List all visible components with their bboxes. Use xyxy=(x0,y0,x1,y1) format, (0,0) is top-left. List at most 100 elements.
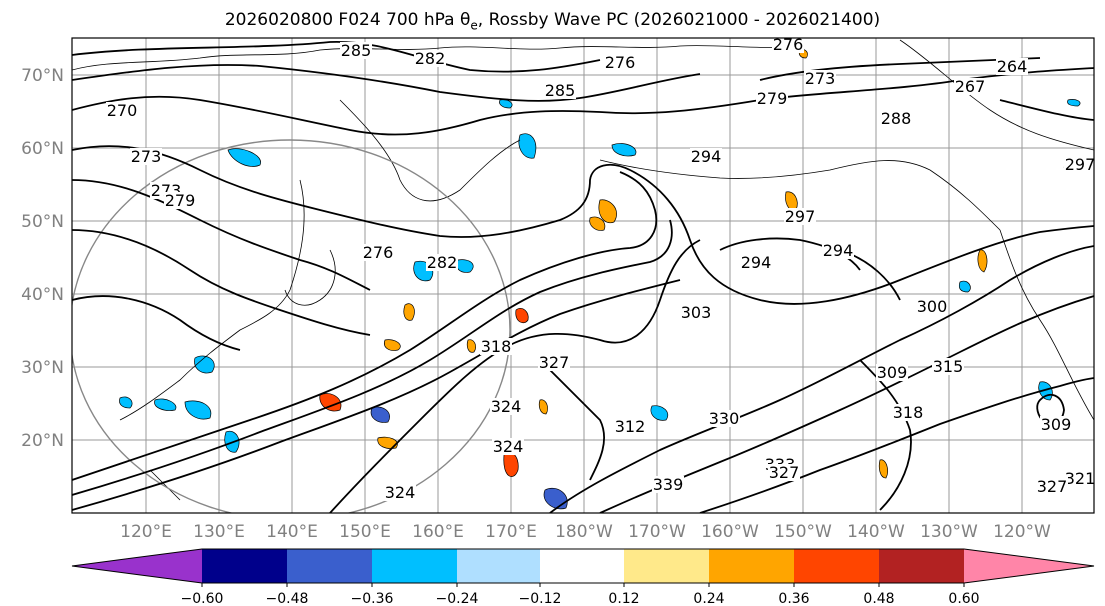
contour-labels: 285 282 276 276 264 267 285 279 273 288 270 273 279 2… xyxy=(106,35,1096,502)
colorbar-tick-label: 0.24 xyxy=(693,591,724,606)
contour-label: 303 xyxy=(681,303,712,322)
colorbar-tick-label: −0.48 xyxy=(266,591,309,606)
contour-label: 285 xyxy=(341,41,372,60)
contour-label: 276 xyxy=(605,53,636,72)
colorbar-segment xyxy=(879,549,964,583)
colorbar-tick-label: −0.36 xyxy=(351,591,394,606)
colorbar-segment xyxy=(709,549,794,583)
colorbar-segment xyxy=(372,549,457,583)
contour-label-bg xyxy=(892,404,924,421)
contour-label-bg xyxy=(1064,156,1094,173)
contour-label-bg xyxy=(756,90,788,107)
contour-label: 276 xyxy=(773,35,804,54)
contour-label-bg xyxy=(954,78,986,95)
latitude-label: 40°N xyxy=(21,285,64,305)
contour-label-bg xyxy=(130,148,162,165)
colorbar-segment xyxy=(624,549,709,583)
contour-label-bg xyxy=(480,338,512,355)
contour-label: 309 xyxy=(877,363,908,382)
longitude-label: 160°W xyxy=(701,522,759,542)
contour-label: 324 xyxy=(385,483,416,502)
contour-label-bg xyxy=(916,298,948,315)
contour-label: 273 xyxy=(805,69,836,88)
contour-label: 327 xyxy=(1037,477,1068,496)
colorbar-tick-label: −0.24 xyxy=(436,591,479,606)
contour-label: 288 xyxy=(881,109,912,128)
contour-label-bg xyxy=(106,102,138,119)
map-area: 285 282 276 276 264 267 285 279 273 288 270 273 279 2… xyxy=(72,35,1096,513)
contour-label-bg xyxy=(164,192,196,209)
longitude-label: 160°E xyxy=(412,522,464,542)
contour-label-bg xyxy=(772,38,804,53)
contour-label: 294 xyxy=(823,241,854,260)
contour-label: 315 xyxy=(933,357,964,376)
colorbar-tick-label: 0.60 xyxy=(948,591,979,606)
contour-label: 327 xyxy=(769,463,800,482)
latitude-labels: 70°N 60°N 50°N 40°N 30°N 20°N xyxy=(21,66,64,451)
colorbar-segment xyxy=(457,549,540,583)
contour-label-bg xyxy=(822,242,854,259)
map-frame xyxy=(71,37,1095,514)
contour-label-bg xyxy=(996,58,1028,75)
longitude-label: 140°W xyxy=(847,522,905,542)
contour-label-bg xyxy=(1040,416,1072,433)
longitude-label: 120°E xyxy=(120,522,172,542)
colorbar-segment xyxy=(287,549,372,583)
colorbar-segment xyxy=(72,549,202,583)
contour-label: 324 xyxy=(491,397,522,416)
colorbar-segment xyxy=(202,549,287,583)
latitude-label: 50°N xyxy=(21,212,64,232)
latitude-label: 20°N xyxy=(21,431,64,451)
contour-label: 300 xyxy=(917,297,948,316)
contour-label: 285 xyxy=(545,81,576,100)
contour-label-bg xyxy=(490,398,522,415)
contour-label-bg xyxy=(876,364,908,381)
latitude-label: 30°N xyxy=(21,358,64,378)
contour-label: 297 xyxy=(1065,155,1096,174)
contour-label-bg xyxy=(538,354,570,371)
anomaly-shading xyxy=(119,49,1081,510)
longitude-labels: 120°E 130°E 140°E 150°E 160°E 170°E 180°W 170°W… xyxy=(120,522,1051,542)
contour-label: 297 xyxy=(785,207,816,226)
graticule xyxy=(72,38,1094,513)
contour-label: 264 xyxy=(997,57,1028,76)
contour-label: 282 xyxy=(415,49,446,68)
contour-label: 327 xyxy=(539,353,570,372)
contour-label: 267 xyxy=(955,77,986,96)
latitude-label: 70°N xyxy=(21,66,64,86)
contour-label-bg xyxy=(384,484,416,501)
contour-label-bg xyxy=(1036,478,1068,495)
contour-label: 318 xyxy=(481,337,512,356)
contour-label-bg xyxy=(340,42,372,59)
contour-label: 312 xyxy=(615,417,646,436)
contour-label: 339 xyxy=(653,475,684,494)
longitude-label: 140°E xyxy=(266,522,318,542)
contour-label: 279 xyxy=(165,191,196,210)
colorbar-tick-label: 0.12 xyxy=(608,591,639,606)
contour-label: 309 xyxy=(1041,415,1072,434)
contour-label: 318 xyxy=(893,403,924,422)
colorbar-segment xyxy=(794,549,879,583)
contour-label-bg xyxy=(690,148,722,165)
colorbar-tick-label: 0.36 xyxy=(778,591,809,606)
contour-label: 279 xyxy=(757,89,788,108)
contour-label-bg xyxy=(426,254,458,271)
colorbar-segment xyxy=(964,549,1094,583)
coastlines xyxy=(72,39,1094,501)
contour-label-bg xyxy=(708,410,740,427)
contour-label-bg xyxy=(614,418,646,435)
contour-label-bg xyxy=(880,110,912,127)
contour-label-bg xyxy=(652,476,684,493)
contour-label: 324 xyxy=(493,437,524,456)
contour-label-bg xyxy=(932,358,964,375)
contour-label: 294 xyxy=(691,147,722,166)
contour-label: 330 xyxy=(709,409,740,428)
colorbar-tick-label: −0.12 xyxy=(519,591,562,606)
contour-label: 294 xyxy=(741,253,772,272)
longitude-label: 150°W xyxy=(774,522,832,542)
colorbar-tick-label: 0.48 xyxy=(863,591,894,606)
contour-label-bg xyxy=(544,82,576,99)
longitude-label: 180°W xyxy=(555,522,613,542)
contour-label-bg xyxy=(740,254,772,271)
